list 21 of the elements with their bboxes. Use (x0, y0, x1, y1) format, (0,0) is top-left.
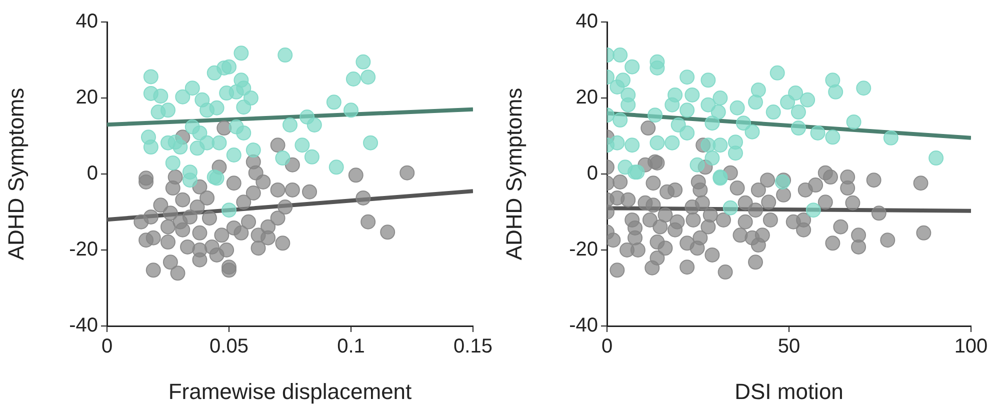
y-tick-label: -40 (69, 314, 98, 337)
x-tick-label: 0.05 (210, 336, 248, 358)
x-tick-label: 0 (601, 336, 613, 358)
y-tick-label: 0 (86, 162, 98, 185)
y-tick-label: 40 (576, 10, 598, 33)
y-tick-label: 20 (576, 86, 598, 109)
y-tick-label: 40 (76, 10, 98, 33)
y-tick-label: 0 (586, 162, 598, 185)
x-tick-label: 0.1 (337, 336, 365, 358)
x-axis-title: DSI motion (734, 378, 844, 404)
x-tick-label: 50 (778, 336, 800, 358)
x-tick-label: 100 (954, 336, 988, 358)
x-tick-label: 0.15 (454, 336, 492, 358)
y-tick-label: -40 (569, 314, 598, 337)
y-tick-label: -20 (69, 238, 98, 261)
x-tick-label: 0 (101, 336, 113, 358)
y-axis-title: ADHD Symptoms (3, 88, 28, 260)
y-tick-label: -20 (569, 238, 598, 261)
x-axis-title: Framewise displacement (168, 378, 412, 404)
y-tick-label: 20 (76, 86, 98, 109)
y-axis-title: ADHD Symptoms (501, 88, 526, 260)
